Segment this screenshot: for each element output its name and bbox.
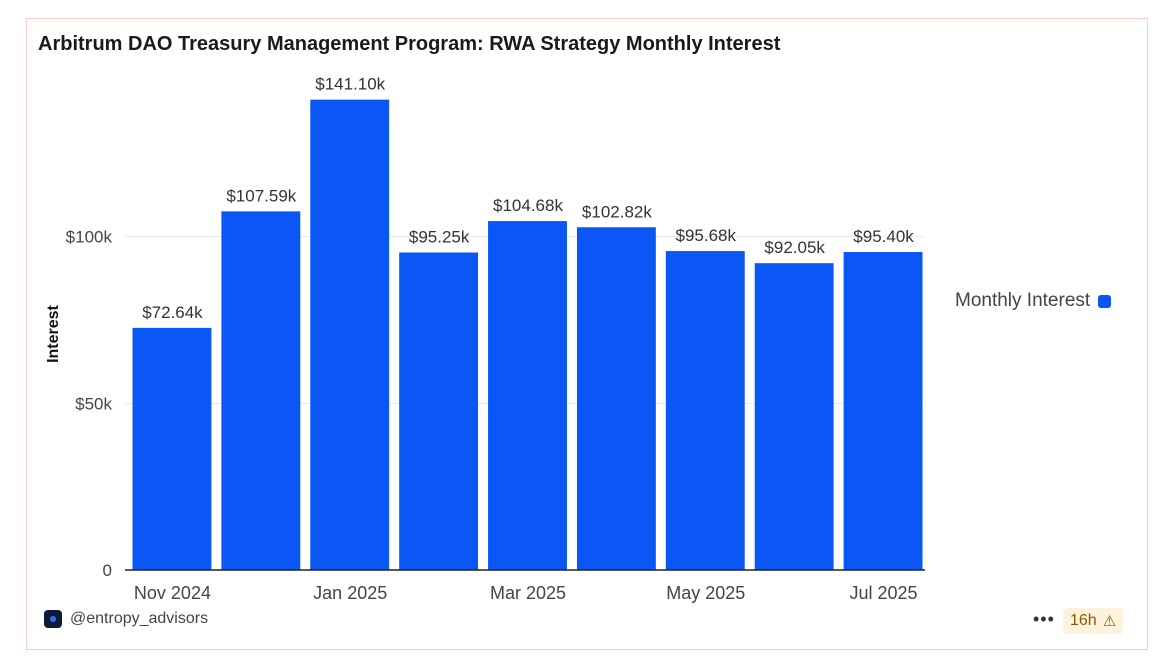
- bar-value-label: $141.10k: [315, 75, 385, 94]
- chart-title: Arbitrum DAO Treasury Management Program…: [38, 33, 781, 55]
- author-link[interactable]: @entropy_advisors: [44, 610, 208, 628]
- bar: [576, 227, 656, 570]
- y-axis-title: Interest: [45, 304, 62, 362]
- bar: [754, 263, 834, 570]
- bar: [488, 221, 567, 571]
- bar-value-label: $104.68k: [493, 196, 563, 215]
- age-text: 16h: [1070, 612, 1097, 629]
- legend[interactable]: Monthly Interest: [955, 290, 1112, 312]
- age-badge[interactable]: 16h ⚠: [1063, 608, 1124, 634]
- bar: [665, 251, 745, 571]
- legend-label: Monthly Interest: [955, 290, 1091, 311]
- bar: [221, 211, 301, 570]
- bar: [310, 99, 390, 571]
- bar-value-label: $95.40k: [853, 227, 914, 246]
- bar: [399, 252, 479, 570]
- bar: [843, 252, 923, 570]
- bar-value-label: $92.05k: [764, 238, 825, 257]
- more-options-icon[interactable]: •••: [1033, 609, 1055, 629]
- author-name: @entropy_advisors: [70, 610, 209, 627]
- x-tick-label: May 2025: [666, 583, 745, 603]
- y-tick-label: $50k: [75, 394, 112, 413]
- x-tick-label: Jan 2025: [313, 583, 387, 603]
- legend-swatch: [1098, 294, 1112, 308]
- warning-icon: ⚠: [1102, 613, 1117, 630]
- bar: [132, 327, 212, 570]
- y-tick-label: $100k: [66, 228, 113, 247]
- x-tick-label: Jul 2025: [850, 583, 918, 603]
- bar-value-label: $95.25k: [409, 228, 470, 247]
- author-avatar: [44, 610, 62, 628]
- bar-value-label: $102.82k: [582, 202, 652, 221]
- bar-value-label: $95.68k: [676, 226, 737, 245]
- y-tick-label: 0: [103, 561, 112, 580]
- bar-value-label: $107.59k: [226, 186, 296, 205]
- x-tick-label: Nov 2024: [134, 583, 211, 603]
- x-tick-label: Mar 2025: [490, 583, 566, 603]
- bar-value-label: $72.64k: [142, 303, 203, 322]
